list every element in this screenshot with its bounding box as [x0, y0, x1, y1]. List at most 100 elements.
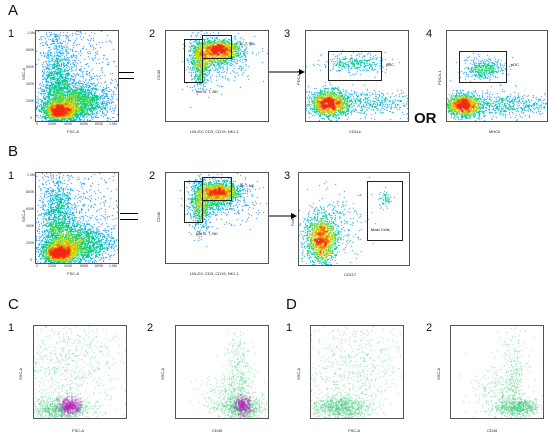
scatter-canvas-a3: [306, 31, 408, 121]
x-tick-a1-2: 400K: [64, 122, 73, 126]
plot-b1: [35, 172, 119, 264]
y-axis-label-b1: SSC-A: [21, 209, 26, 222]
x-tick-a1-3: 600K: [80, 122, 89, 126]
x-axis-label-c2: CD45: [212, 428, 223, 433]
x-axis-label-b3: CD117: [344, 272, 357, 277]
panel-number-a2: 2: [149, 28, 156, 40]
y-axis-label-c2: SSC-A: [160, 367, 165, 380]
gate-lin-pos-b2: [202, 177, 232, 201]
panel-number-a4: 4: [426, 28, 433, 40]
x-axis-label-a3: CD11c: [349, 129, 361, 134]
x-tick-a1-4: 800K: [95, 122, 104, 126]
x-axis-label-a4: MHCII: [489, 129, 501, 134]
panel-number-d2: 2: [426, 322, 433, 334]
y-tick-b1-5: 0: [30, 258, 32, 262]
y-tick-b1-0: 1.0M: [27, 173, 35, 177]
equals-sign-b: [120, 213, 138, 220]
panel-number-c1: 1: [8, 322, 15, 334]
x-tick-a1-5: 1.0M: [109, 122, 117, 126]
panel-number-b1: 1: [8, 170, 15, 182]
x-axis-label-a1: FSC-A: [67, 129, 79, 134]
panel-number-b2: 2: [149, 170, 156, 182]
plot-b2: B, T, NK Not B, T, NK: [165, 172, 269, 264]
y-axis-label-c1: SSC-A: [18, 367, 23, 380]
plot-a3: pDC: [305, 30, 409, 122]
y-tick-a1-1: 800K: [26, 48, 35, 52]
y-tick-a1-4: 200K: [26, 99, 35, 103]
scatter-canvas-d1: [311, 326, 403, 418]
y-axis-label-b3: FcεRIα: [290, 213, 295, 226]
y-axis-label-a3: PDCA-1: [296, 70, 301, 85]
y-axis-label-a4: PDCA-1: [437, 70, 442, 85]
plot-c1: [33, 325, 127, 419]
plot-c2: [175, 325, 269, 419]
y-tick-b1-3: 400K: [26, 224, 35, 228]
equals-sign-a: [116, 72, 134, 79]
panel-number-d1: 1: [286, 322, 293, 334]
x-tick-b1-2: 400K: [64, 264, 73, 268]
gate-label-b3: Mast Cells: [371, 227, 390, 232]
gate-label-a4: pDC: [511, 62, 520, 67]
row-label-b: B: [8, 143, 19, 160]
scatter-canvas-a1: [36, 31, 118, 121]
panel-number-c2: 2: [147, 322, 154, 334]
x-axis-label-b2: LIN-EX: CD3, CD19, NK1.1: [190, 271, 239, 276]
or-label: OR: [414, 110, 437, 127]
scatter-canvas-b3: [299, 173, 409, 265]
gate-lin-neg-b2: [184, 181, 203, 223]
y-tick-a1-5: 0: [30, 116, 32, 120]
panel-number-b3: 3: [284, 170, 291, 182]
x-tick-b1-0: 0: [36, 264, 38, 268]
y-axis-label-d1: SSC-A: [296, 367, 301, 380]
row-label-d: D: [286, 296, 297, 313]
x-tick-a1-0: 0: [36, 122, 38, 126]
gate-lin-neg-a2: [184, 39, 203, 83]
plot-a2: B, T, NK Not B, T, NK: [165, 30, 269, 122]
y-axis-label-b2: CD45: [156, 211, 161, 222]
gate-label-upper-a2: B, T, NK: [240, 41, 255, 46]
gate-label-upper-b2: B, T, NK: [240, 183, 255, 188]
scatter-canvas-d2: [451, 326, 543, 418]
scatter-canvas-c1: [34, 326, 126, 418]
x-axis-label-c1: FSC-A: [72, 428, 84, 433]
panel-number-a1: 1: [8, 28, 15, 40]
y-axis-label-d2: SSC-A: [436, 367, 441, 380]
x-tick-b1-3: 600K: [80, 264, 89, 268]
x-axis-label-d2: CD45: [487, 428, 498, 433]
scatter-canvas-b1: [36, 173, 118, 263]
y-tick-b1-1: 800K: [26, 190, 35, 194]
plot-d1: [310, 325, 404, 419]
plot-a4: pDC: [446, 30, 548, 122]
plot-a1: [35, 30, 119, 122]
gate-mast-cells-b3: [367, 181, 403, 241]
y-tick-a1-3: 400K: [26, 82, 35, 86]
x-axis-label-d1: FSC-A: [348, 428, 360, 433]
scatter-canvas-a4: [447, 31, 547, 121]
x-tick-b1-4: 800K: [95, 264, 104, 268]
gate-pdc-a3: [328, 51, 382, 81]
gate-pdc-a4: [459, 51, 507, 83]
y-tick-a1-2: 600K: [26, 65, 35, 69]
plot-b3: Mast Cells: [298, 172, 410, 266]
y-axis-label-a1: SSC-A: [21, 67, 26, 80]
y-axis-label-a2: CD45: [156, 69, 161, 80]
x-tick-a1-1: 200K: [48, 122, 57, 126]
x-tick-b1-1: 200K: [48, 264, 57, 268]
gate-label-lower-b2: Not B, T, NK: [196, 231, 218, 236]
x-axis-label-b1: FSC-A: [67, 271, 79, 276]
scatter-canvas-a2: [166, 31, 268, 121]
scatter-canvas-c2: [176, 326, 268, 418]
gate-label-lower-a2: Not B, T, NK: [196, 89, 218, 94]
row-label-c: C: [8, 296, 19, 313]
y-tick-a1-0: 1.0M: [27, 31, 35, 35]
x-axis-label-a2: LIN-EX: CD3, CD19, NK1.1: [190, 129, 239, 134]
plot-d2: [450, 325, 544, 419]
y-tick-b1-2: 600K: [26, 207, 35, 211]
row-label-a: A: [8, 2, 19, 19]
gate-label-a3: pDC: [386, 62, 395, 67]
panel-number-a3: 3: [284, 28, 291, 40]
gate-lin-pos-a2: [202, 35, 232, 59]
scatter-canvas-b2: [166, 173, 268, 263]
x-tick-b1-5: 1.0M: [109, 264, 117, 268]
y-tick-b1-4: 200K: [26, 241, 35, 245]
